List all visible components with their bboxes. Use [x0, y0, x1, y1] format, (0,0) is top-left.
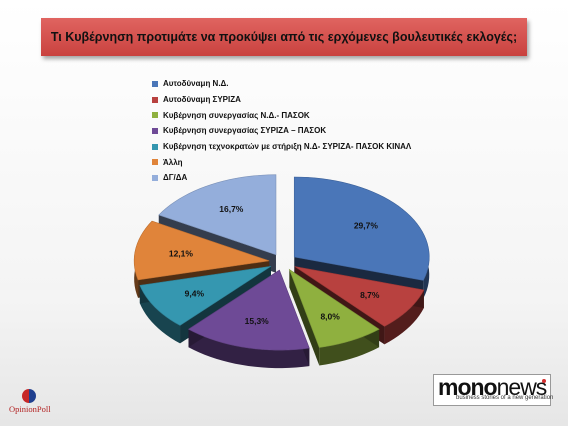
pie-value-label-2: 8,7%	[360, 290, 380, 300]
mononews-logo-main: mono	[438, 374, 498, 400]
mononews-logo: mononews business stories of a new gener…	[433, 374, 554, 406]
opinionpoll-logo: OpinionPoll	[9, 389, 51, 421]
legend-swatch-2	[152, 96, 158, 103]
pie-slice-2	[294, 266, 425, 327]
mononews-logo-tagline: business stories of a new generation	[456, 395, 554, 401]
legend-label-5: Κυβέρνηση τεχνοκρατών με στήριξη Ν.Δ- ΣΥ…	[163, 142, 412, 152]
legend-label-7: ΔΓ/ΔΑ	[163, 173, 188, 183]
pie-value-label-7: 16,7%	[219, 204, 244, 214]
legend-item-3: Κυβέρνηση συνεργασίας Ν.Δ.- ΠΑΣΟΚ	[152, 107, 411, 123]
legend-swatch-7	[152, 174, 158, 181]
pie-value-label-5: 9,4%	[185, 288, 205, 298]
legend-label-2: Αυτοδύναμη ΣΥΡΙΖΑ	[163, 95, 241, 105]
pie-slice-side-5	[139, 285, 181, 344]
opinionpoll-logo-text: OpinionPoll	[9, 404, 51, 414]
legend-swatch-4	[152, 127, 158, 134]
legend-label-3: Κυβέρνηση συνεργασίας Ν.Δ.- ΠΑΣΟΚ	[163, 110, 310, 120]
legend-label-1: Αυτοδύναμη Ν.Δ.	[163, 79, 229, 89]
pie-slice-4	[187, 269, 310, 351]
legend-item-1: Αυτοδύναμη Ν.Δ.	[152, 76, 411, 92]
pie-value-label-1: 29,7%	[354, 221, 379, 231]
pie-slice-edge-3-2	[289, 269, 320, 366]
legend-item-7: ΔΓ/ΔΑ	[152, 170, 411, 186]
pie-slice-side-3	[319, 329, 380, 366]
legend-swatch-5	[152, 143, 158, 150]
pie-slice-7	[158, 174, 277, 256]
legend-item-4: Κυβέρνηση συνεργασίας ΣΥΡΙΖΑ – ΠΑΣΟΚ	[152, 123, 411, 139]
legend-swatch-3	[152, 112, 158, 119]
pie-slice-6	[133, 220, 270, 281]
pie-slice-side-2	[384, 289, 424, 345]
mononews-logo-suffix: news	[496, 374, 548, 400]
legend-label-4: Κυβέρνηση συνεργασίας ΣΥΡΙΖΑ – ΠΑΣΟΚ	[163, 126, 327, 136]
opinionpoll-logo-mark	[22, 389, 36, 403]
pie-slice-5	[139, 265, 272, 326]
legend-swatch-1	[152, 80, 158, 87]
legend-item-6: Άλλη	[152, 154, 411, 170]
legend: Αυτοδύναμη Ν.Δ. Αυτοδύναμη ΣΥΡΙΖΑ Κυβέρνησ…	[152, 76, 411, 186]
pie-value-label-6: 12,1%	[169, 248, 194, 258]
mononews-logo-dot	[542, 379, 546, 383]
chart-title: Τι Κυβέρνηση προτιμάτε να προκύψει από τ…	[50, 30, 518, 44]
pie-slice-1	[293, 176, 430, 281]
pie-value-label-4: 15,3%	[245, 316, 270, 326]
legend-swatch-6	[152, 159, 158, 166]
pie-value-label-3: 8,0%	[320, 311, 340, 321]
title-banner: Τι Κυβέρνηση προτιμάτε να προκύψει από τ…	[41, 18, 527, 56]
legend-item-2: Αυτοδύναμη ΣΥΡΙΖΑ	[152, 92, 411, 108]
pie-slice-3	[288, 268, 380, 348]
pie-slice-side-4	[188, 329, 310, 369]
legend-label-6: Άλλη	[163, 157, 183, 167]
legend-item-5: Κυβέρνηση τεχνοκρατών με στήριξη Ν.Δ- ΣΥ…	[152, 139, 411, 155]
